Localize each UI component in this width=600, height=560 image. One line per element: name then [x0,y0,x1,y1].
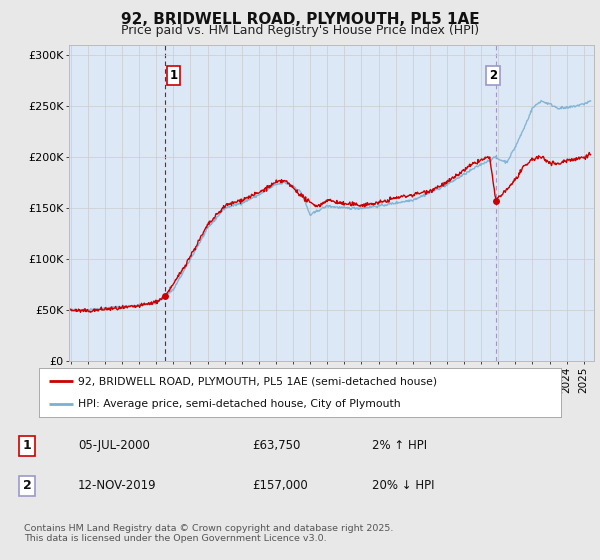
Text: 05-JUL-2000: 05-JUL-2000 [78,440,150,452]
Text: 20% ↓ HPI: 20% ↓ HPI [372,479,434,492]
Text: Contains HM Land Registry data © Crown copyright and database right 2025.
This d: Contains HM Land Registry data © Crown c… [24,524,394,543]
Text: 1: 1 [169,69,178,82]
Text: 92, BRIDWELL ROAD, PLYMOUTH, PL5 1AE: 92, BRIDWELL ROAD, PLYMOUTH, PL5 1AE [121,12,479,27]
Text: 1: 1 [23,440,31,452]
Text: 2% ↑ HPI: 2% ↑ HPI [372,440,427,452]
Text: £63,750: £63,750 [252,440,301,452]
Text: Price paid vs. HM Land Registry's House Price Index (HPI): Price paid vs. HM Land Registry's House … [121,24,479,37]
Text: 92, BRIDWELL ROAD, PLYMOUTH, PL5 1AE (semi-detached house): 92, BRIDWELL ROAD, PLYMOUTH, PL5 1AE (se… [78,376,437,386]
Text: £157,000: £157,000 [252,479,308,492]
Text: 12-NOV-2019: 12-NOV-2019 [78,479,157,492]
Text: 2: 2 [489,69,497,82]
Text: 2: 2 [23,479,31,492]
Text: HPI: Average price, semi-detached house, City of Plymouth: HPI: Average price, semi-detached house,… [78,399,401,409]
